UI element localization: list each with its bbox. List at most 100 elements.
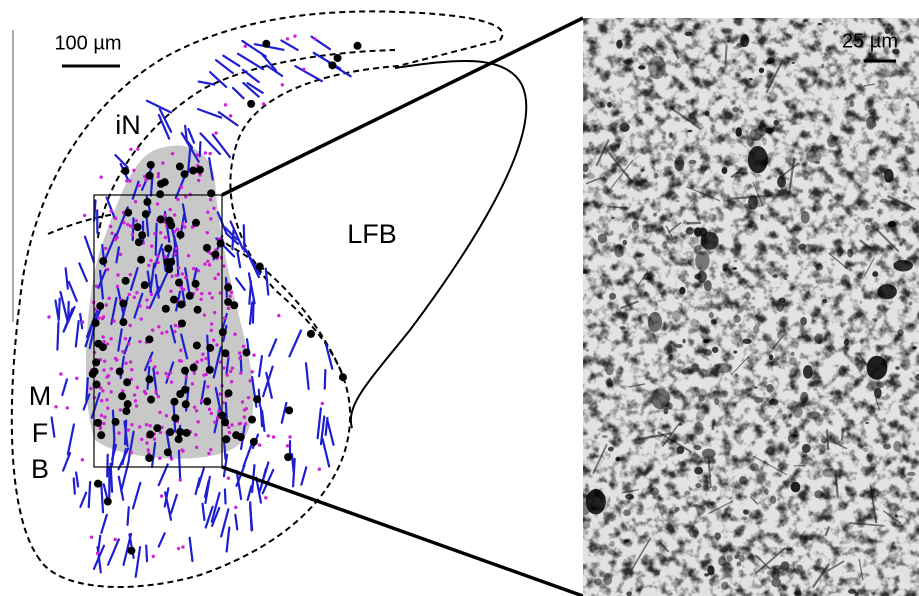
dot-mark [225,373,228,376]
dot-mark [134,200,137,203]
dot-mark [116,273,119,276]
dot-mark [222,366,225,369]
dot-mark [116,236,119,239]
dot-mark [229,114,232,117]
dot-mark [238,357,241,360]
fiber-mark [243,70,259,82]
fiber-mark [216,60,233,73]
dot-mark [215,343,218,346]
fiber-mark [133,483,140,509]
fiber-mark [326,418,328,435]
dot-mark [102,422,105,425]
dot-mark [206,260,209,263]
fiber-mark [125,421,126,445]
dot-mark [210,329,213,332]
region-label: LFB [347,219,397,249]
dot-mark [293,34,296,37]
fiber-mark [202,504,204,520]
dot-mark [154,390,157,393]
cell-mark [256,263,264,271]
fiber-mark [250,303,252,324]
dot-mark [144,178,147,181]
dot-mark [181,545,184,548]
dot-mark [99,176,102,179]
dot-mark [157,395,160,398]
cell-mark [183,429,191,437]
cell-mark [104,498,112,506]
dot-mark [179,349,182,352]
cell-mark [206,366,214,374]
dot-mark [89,387,92,390]
cell-mark [124,400,132,408]
dot-mark [230,423,233,426]
fiber-mark [269,339,276,356]
dot-mark [83,214,86,217]
dot-mark [131,233,134,236]
dot-mark [81,320,84,323]
cell-mark [121,167,129,175]
dot-mark [199,298,202,301]
dot-mark [200,292,203,295]
cell-mark [242,348,250,356]
dot-mark [110,390,113,393]
fiber-mark [200,133,219,154]
dot-mark [197,269,200,272]
cell-mark [143,198,151,206]
dot-mark [204,357,207,360]
dot-mark [209,217,212,220]
dot-mark [212,338,215,341]
fiber-mark [156,224,157,255]
cell-mark [167,221,175,229]
dot-mark [258,443,261,446]
scale-label: 100 µm [54,32,121,54]
dot-mark [203,313,206,316]
dot-mark [174,252,177,255]
dot-mark [105,303,108,306]
fiber-mark [98,536,100,553]
fiber-mark [238,252,241,267]
dot-mark [203,262,206,265]
cell-mark [97,431,105,439]
dot-mark [100,399,103,402]
cell-mark [230,301,238,309]
dot-mark [47,315,50,318]
cell-mark [182,400,190,408]
dot-mark [145,441,148,444]
cell-mark [181,386,189,394]
dot-mark [135,404,138,407]
dot-mark [248,379,251,382]
dot-mark [128,179,131,182]
dot-mark [160,494,163,497]
fiber-mark [68,425,74,455]
fiber-mark [108,539,119,564]
fiber-mark [76,321,79,347]
dot-mark [234,506,237,509]
cell-mark [284,453,292,461]
dot-mark [139,317,142,320]
dot-mark [264,496,267,499]
cell-mark [94,419,102,427]
fiber-mark [171,495,177,514]
cell-mark [186,292,194,300]
dot-mark [157,325,160,328]
fiber-mark [136,547,140,577]
dot-mark [196,153,199,156]
dot-mark [81,458,84,461]
dot-mark [230,380,233,383]
dot-mark [321,402,324,405]
fiber-mark [318,408,321,438]
dot-mark [238,351,241,354]
dot-mark [277,314,280,317]
cell-mark [112,418,120,426]
dot-mark [145,298,148,301]
dot-mark [208,263,211,266]
dot-mark [217,273,220,276]
fiber-mark [289,331,301,357]
dot-mark [250,370,253,373]
dot-mark [54,405,57,408]
cell-mark [262,40,270,48]
dot-mark [302,68,305,71]
dot-mark [209,198,212,201]
cell-mark [207,189,215,197]
cell-mark [142,210,150,218]
